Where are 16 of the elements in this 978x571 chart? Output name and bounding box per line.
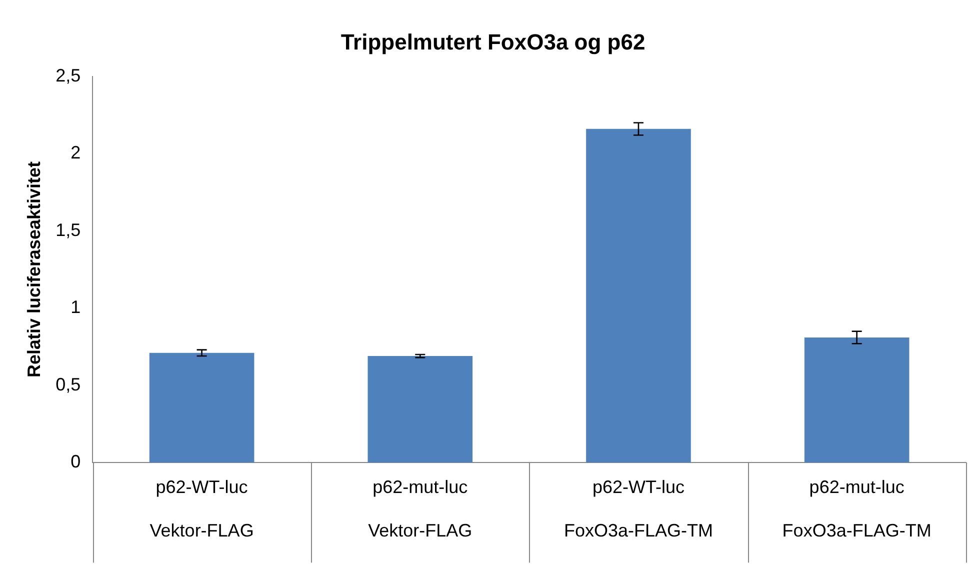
y-axis-title: Relativ luciferaseaktivitet	[24, 161, 44, 378]
bar	[149, 352, 254, 463]
category-label: p62-mut-luc FoxO3a-FLAG-TM	[782, 477, 932, 540]
chart-title: Trippelmutert FoxO3a og p62	[340, 29, 646, 54]
y-tick-label: 0	[70, 452, 81, 472]
bar	[804, 337, 910, 463]
bar	[586, 128, 691, 463]
y-tick-label: 1,5	[56, 220, 81, 240]
bar	[368, 356, 473, 463]
y-tick-label: 2,5	[56, 65, 81, 86]
y-tick-label: 1	[70, 297, 81, 318]
category-label: p62-WT-luc FoxO3a-FLAG-TM	[564, 477, 713, 540]
category-label: p62-WT-luc Vektor-FLAG	[150, 477, 254, 540]
y-tick-label: 0,5	[56, 374, 81, 394]
category-label: p62-mut-luc Vektor-FLAG	[368, 477, 472, 540]
y-tick-label: 2	[70, 142, 81, 163]
